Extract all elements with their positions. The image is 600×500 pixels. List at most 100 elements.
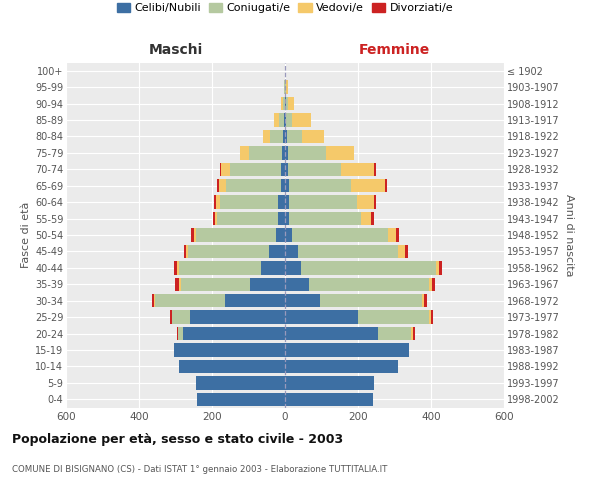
Bar — [285, 392, 373, 406]
Bar — [178, 327, 183, 340]
Bar — [285, 80, 286, 94]
Bar — [271, 130, 283, 143]
Bar — [181, 278, 250, 291]
Bar — [374, 162, 376, 176]
Text: Femmine: Femmine — [359, 44, 430, 58]
Bar — [283, 130, 285, 143]
Bar — [278, 196, 285, 209]
Bar — [341, 162, 374, 176]
Bar — [220, 196, 278, 209]
Bar — [302, 130, 324, 143]
Bar — [213, 212, 215, 226]
Bar — [278, 212, 285, 226]
Bar — [285, 360, 398, 373]
Bar — [196, 228, 276, 241]
Bar — [220, 162, 221, 176]
Bar — [196, 376, 285, 390]
Bar — [350, 179, 385, 192]
Bar — [173, 344, 285, 356]
Bar — [281, 97, 283, 110]
Bar — [281, 162, 285, 176]
Bar — [361, 212, 371, 226]
Bar — [284, 80, 285, 94]
Text: COMUNE DI BISIGNANO (CS) - Dati ISTAT 1° gennaio 2003 - Elaborazione TUTTITALIA.: COMUNE DI BISIGNANO (CS) - Dati ISTAT 1°… — [12, 466, 388, 474]
Bar — [215, 212, 217, 226]
Bar — [170, 310, 172, 324]
Bar — [187, 244, 188, 258]
Bar — [424, 294, 427, 308]
Bar — [285, 97, 286, 110]
Bar — [429, 310, 431, 324]
Bar — [286, 97, 287, 110]
Bar — [152, 294, 154, 308]
Bar — [197, 392, 285, 406]
Bar — [283, 97, 285, 110]
Bar — [388, 228, 397, 241]
Bar — [155, 294, 225, 308]
Bar — [285, 376, 374, 390]
Bar — [221, 162, 230, 176]
Bar — [288, 162, 341, 176]
Bar — [179, 278, 181, 291]
Bar — [225, 294, 285, 308]
Bar — [286, 80, 287, 94]
Bar — [176, 327, 178, 340]
Bar — [281, 179, 285, 192]
Bar — [358, 310, 429, 324]
Bar — [215, 196, 220, 209]
Bar — [217, 179, 220, 192]
Bar — [405, 244, 409, 258]
Bar — [397, 228, 399, 241]
Bar — [276, 228, 285, 241]
Bar — [263, 130, 271, 143]
Bar — [190, 310, 285, 324]
Text: Maschi: Maschi — [148, 44, 203, 58]
Bar — [285, 196, 289, 209]
Bar — [285, 244, 298, 258]
Bar — [285, 162, 288, 176]
Bar — [285, 212, 289, 226]
Bar — [288, 146, 326, 160]
Bar — [282, 146, 285, 160]
Bar — [309, 278, 429, 291]
Y-axis label: Anni di nascita: Anni di nascita — [564, 194, 574, 276]
Bar — [154, 294, 155, 308]
Bar — [194, 228, 196, 241]
Bar — [292, 114, 311, 126]
Bar — [214, 196, 215, 209]
Bar — [240, 146, 249, 160]
Bar — [289, 212, 361, 226]
Bar — [431, 310, 433, 324]
Bar — [411, 327, 413, 340]
Y-axis label: Fasce di età: Fasce di età — [20, 202, 31, 268]
Bar — [178, 261, 179, 274]
Bar — [398, 244, 405, 258]
Bar — [301, 261, 436, 274]
Bar — [269, 244, 285, 258]
Bar — [285, 261, 301, 274]
Bar — [286, 114, 292, 126]
Bar — [179, 360, 285, 373]
Bar — [261, 261, 285, 274]
Bar — [184, 244, 187, 258]
Bar — [274, 114, 279, 126]
Bar — [436, 261, 439, 274]
Bar — [285, 114, 286, 126]
Bar — [292, 228, 388, 241]
Bar — [385, 179, 387, 192]
Bar — [285, 228, 292, 241]
Bar — [289, 196, 357, 209]
Bar — [188, 244, 269, 258]
Bar — [289, 179, 350, 192]
Bar — [175, 278, 179, 291]
Bar — [230, 162, 281, 176]
Bar — [429, 278, 432, 291]
Bar — [285, 130, 287, 143]
Bar — [298, 244, 398, 258]
Bar — [249, 146, 282, 160]
Bar — [250, 278, 285, 291]
Bar — [422, 294, 424, 308]
Bar — [285, 146, 288, 160]
Bar — [217, 212, 278, 226]
Bar — [378, 327, 411, 340]
